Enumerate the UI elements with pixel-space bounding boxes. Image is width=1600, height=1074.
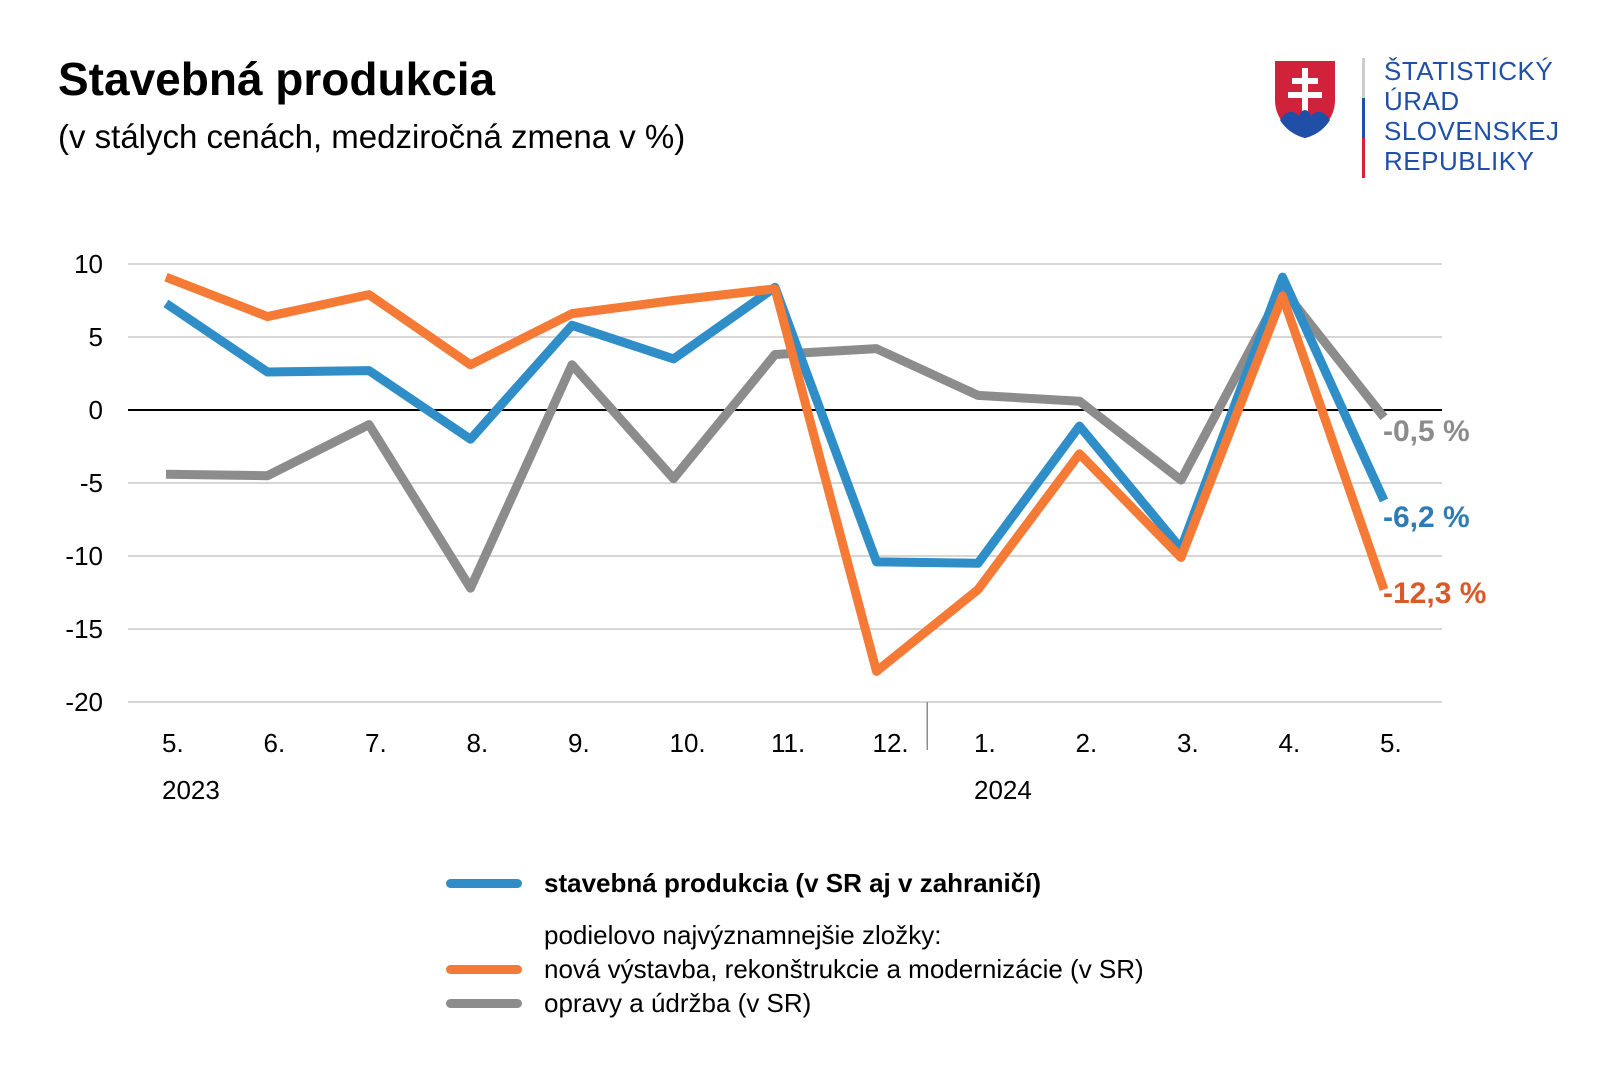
x-tick-label: 12. [873,728,909,758]
legend-swatch-main [446,879,522,888]
x-tick-label: 9. [568,728,590,758]
y-tick-label: 10 [74,249,103,279]
x-tick-label: 3. [1177,728,1199,758]
y-tick-label: -20 [65,687,103,717]
legend-note: podielovo najvýznamnejšie zložky: [544,920,941,951]
series-line [165,284,1388,593]
year-label: 2024 [974,775,1032,805]
x-tick-label: 10. [670,728,706,758]
x-tick-label: 6. [264,728,286,758]
x-tick-label: 11. [771,728,805,758]
legend-label-repairs: opravy a údržba (v SR) [544,988,812,1018]
series-line [163,272,1389,568]
legend-label-main: stavebná produkcia (v SR aj v zahraničí) [544,868,1042,898]
legend-item-repairs: opravy a údržba (v SR) [446,988,811,1019]
x-tick-label: 1. [974,728,996,758]
legend-note-text: podielovo najvýznamnejšie zložky: [544,920,942,950]
end-value-label: -0,5 % [1383,415,1470,448]
statistical-office-logo: ŠTATISTICKÝ ÚRAD SLOVENSKEJ REPUBLIKY [1272,56,1572,186]
x-tick-label: 5. [1380,728,1402,758]
legend-label-new-construction: nová výstavba, rekonštrukcie a modernizá… [544,954,1144,984]
y-tick-label: -15 [65,614,103,644]
x-tick-label: 8. [467,728,489,758]
y-tick-label: -10 [65,541,103,571]
x-tick-label: 4. [1279,728,1301,758]
y-tick-label: -5 [80,468,103,498]
line-chart: 10 5 0 -5 -10 -15 -20 5. 6. 7. 8. 9. 10. 11. 12. 1. 2. 3.… [65,249,1486,805]
legend-swatch-repairs [446,999,522,1008]
logo-line: SLOVENSKEJ [1384,116,1560,146]
slovak-emblem-icon [1275,61,1335,138]
legend-swatch-new-construction [446,965,522,974]
year-label: 2023 [162,775,220,805]
end-value-label: -6,2 % [1383,501,1470,534]
legend-item-main: stavebná produkcia (v SR aj v zahraničí) [446,868,1041,899]
logo-text: ŠTATISTICKÝ ÚRAD SLOVENSKEJ REPUBLIKY [1384,56,1560,176]
x-tick-label: 7. [365,728,387,758]
chart-subtitle: (v stálych cenách, medziročná zmena v %) [58,118,686,155]
chart-title: Stavebná produkcia [58,53,496,105]
x-tick-label: 2. [1076,728,1098,758]
y-tick-label: 5 [89,322,103,352]
x-tick-label: 5. [162,728,184,758]
logo-divider [1362,58,1365,178]
logo-line: REPUBLIKY [1384,146,1535,176]
logo-line: ÚRAD [1384,86,1460,116]
logo-line: ŠTATISTICKÝ [1384,56,1554,86]
legend-item-new-construction: nová výstavba, rekonštrukcie a modernizá… [446,954,1144,985]
end-value-label: -12,3 % [1383,577,1486,610]
y-tick-label: 0 [89,395,103,425]
